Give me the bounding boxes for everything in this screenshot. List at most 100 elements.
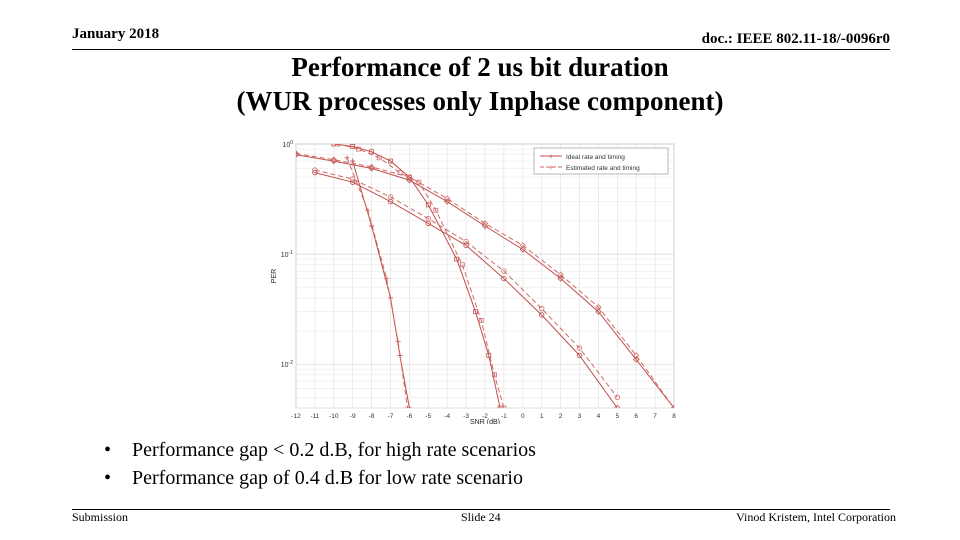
data-point-circle [312,167,318,173]
data-point-square [355,146,361,152]
axes: -12 -11 -10 -9 -8 -7 -6 -5 -4 -3 -2 -1 0 1 2 3 4 5 6 7 81001… [271,140,676,424]
data-point-square [369,149,374,155]
y-tick-base: 10 [281,362,289,369]
x-tick-label: 1 [540,413,544,420]
bullet-marker: • [104,439,112,461]
data-point-square [492,372,497,378]
data-point-circle [501,268,507,274]
series-line-circle-ideal [314,172,618,408]
x-tick-label: 5 [615,413,619,420]
data-point-circle [463,238,469,245]
data-point-diamond [406,173,413,181]
data-point-diamond [296,150,300,157]
bullet-text: Performance gap < 0.2 d.B, for high rate… [132,439,536,461]
series-group [296,144,674,408]
data-point-plus [406,405,412,408]
data-point-square [406,174,412,180]
data-point-plus [365,207,371,213]
header-date: January 2018 [72,26,160,42]
data-point-square [416,179,422,185]
x-tick-label: 6 [634,413,638,420]
data-point-square [459,262,465,268]
y-tick-label: 10-1 [281,250,293,259]
per-chart: -12 -11 -10 -9 -8 -7 -6 -5 -4 -3 -2 -1 0 1 2 3 4 5 6 7 81001… [271,140,676,424]
data-point-diamond [330,156,337,163]
data-point-plus [395,339,401,345]
x-tick-label: -7 [388,413,394,420]
data-point-square [433,207,439,213]
x-tick-label: -5 [425,413,431,420]
footer-author: Vinod Kristem, Intel Corporation [736,510,896,524]
x-tick-label: 2 [559,413,563,420]
data-point-square [425,202,431,208]
x-tick-label: 3 [578,413,582,420]
data-point-circle [614,394,620,401]
y-tick-label: 10-2 [281,360,293,369]
footer-slide-number: Slide 24 [461,510,501,524]
data-point-circle [349,179,356,185]
data-point-plus [344,155,350,161]
x-axis-label: SNR (dB) [470,419,500,424]
data-point-diamond [481,222,489,230]
grid [295,143,675,409]
bullet-marker: • [104,467,112,489]
x-tick-label: -9 [350,413,356,420]
data-point-square [335,144,340,147]
x-tick-label: -1 [501,413,507,420]
bullet-item: • Performance gap of 0.4 d.B for low rat… [104,464,536,492]
data-point-square [473,309,478,315]
x-tick-label: -3 [463,413,469,420]
data-point-square [497,405,503,408]
data-point-plus [350,158,356,164]
data-point-square [331,144,337,147]
y-tick-exponent: -1 [289,250,294,256]
data-point-circle [501,275,507,282]
data-point-diamond [595,303,602,311]
data-point-diamond [444,198,451,205]
data-point-square [388,158,393,164]
slide-title-line-2: (WUR processes only Inphase component) [236,86,724,116]
data-point-circle [539,305,545,312]
data-point-square [454,256,460,262]
data-point-circle [614,405,620,408]
x-tick-label: -10 [329,413,339,420]
x-tick-label: -12 [291,413,301,420]
series-line-circle-estimated [314,169,618,398]
header-doc-id: doc.: IEEE 802.11-18/-0096r0 [701,31,890,47]
data-point-diamond [519,246,526,253]
data-point-circle [539,312,545,318]
y-tick-exponent: 0 [290,140,293,146]
data-point-diamond [670,404,674,408]
data-point-diamond [481,220,489,227]
data-point-plus [384,276,390,282]
data-point-circle [576,345,583,351]
y-tick-exponent: -2 [289,360,294,366]
legend-plus-ideal: + [549,152,554,161]
y-tick-base: 10 [281,252,289,259]
bullet-item: • Performance gap < 0.2 d.B, for high ra… [104,436,536,464]
footer-divider [72,509,890,510]
x-tick-label: -2 [482,413,488,420]
legend-label-ideal: Ideal rate and timing [566,154,625,161]
data-point-diamond [519,242,526,249]
data-point-diamond [368,163,375,171]
data-point-square [350,144,356,149]
legend-plus-estimated: + [549,163,554,172]
data-point-diamond [557,275,564,282]
series-line-square-ideal [333,144,501,408]
data-point-plus [405,405,411,408]
y-tick-label: 100 [282,140,293,149]
data-point-square [478,317,484,323]
footer-submission: Submission [72,510,129,524]
x-tick-label: -6 [407,413,413,420]
data-point-circle [463,242,469,249]
data-point-plus [369,223,375,229]
y-tick-base: 10 [282,142,290,149]
data-point-diamond [595,308,602,315]
legend: + Ideal rate and timing + Estimated rate… [533,147,669,175]
bullet-list: • Performance gap < 0.2 d.B, for high ra… [104,436,536,492]
legend-label-estimated: Estimated rate and timing [566,165,640,172]
x-tick-label: -8 [369,413,375,420]
clipped-series [296,144,674,408]
data-point-circle [349,176,356,182]
